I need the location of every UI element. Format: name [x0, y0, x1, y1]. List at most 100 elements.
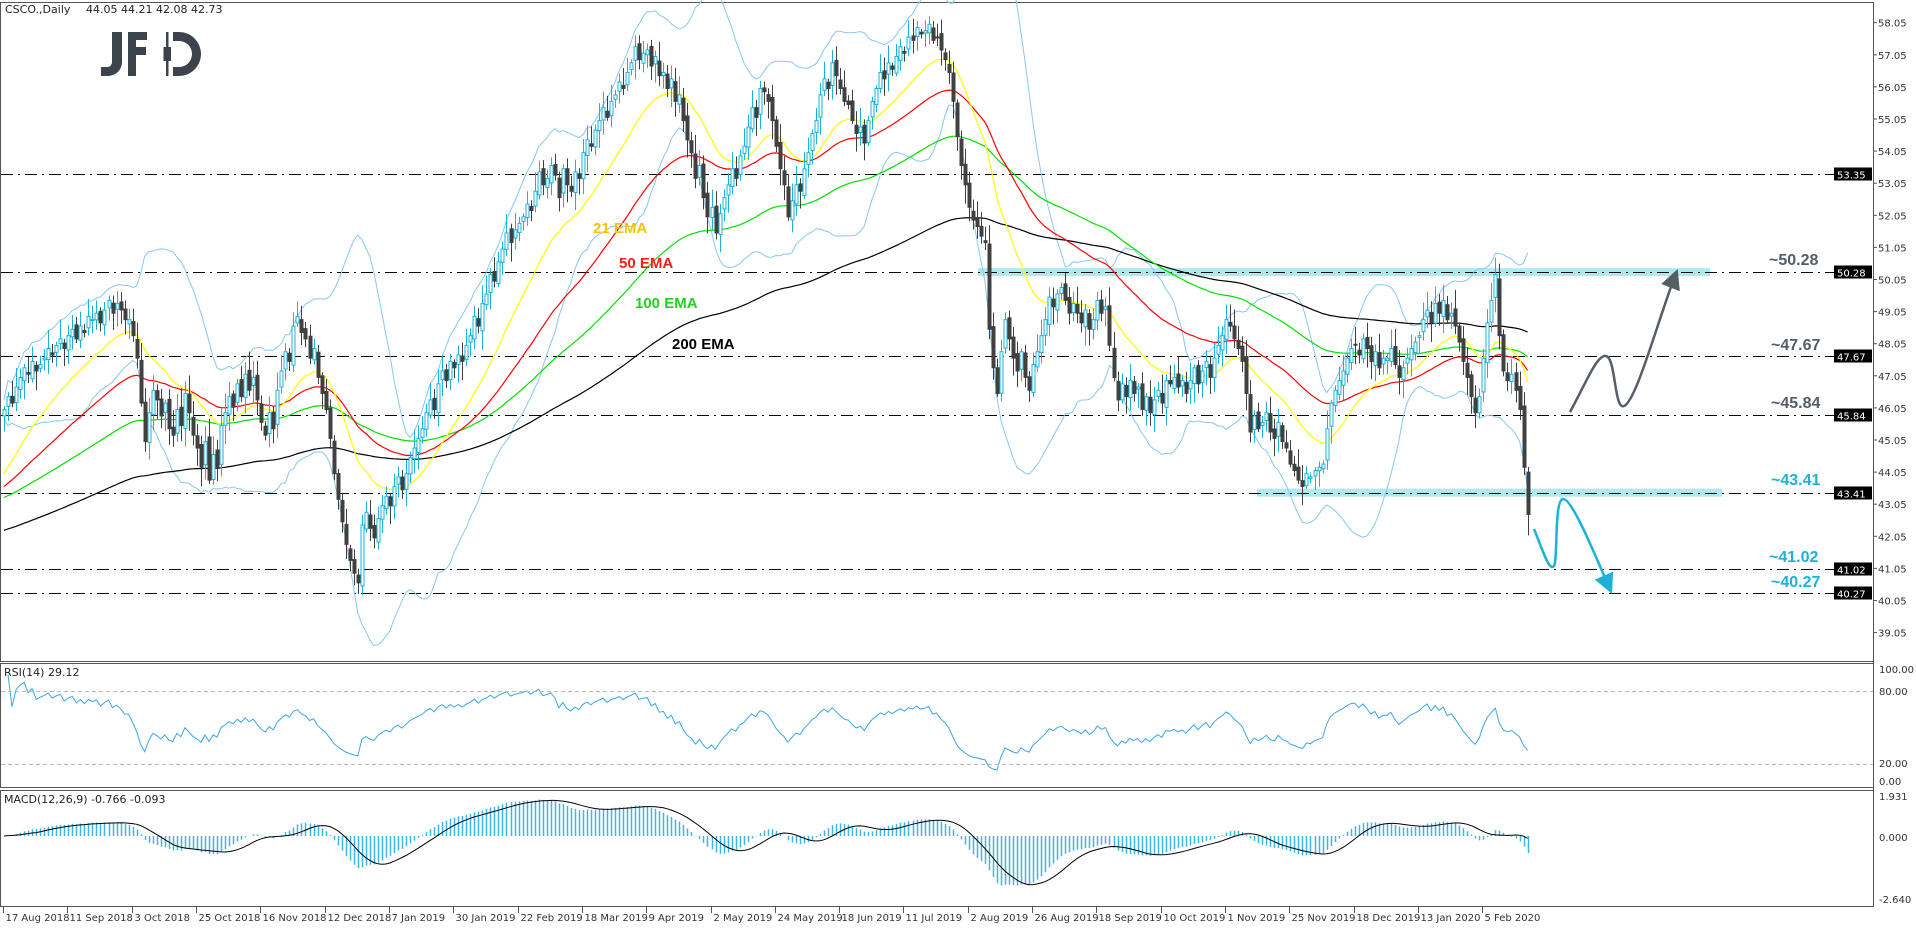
- bearish-candle: [1184, 381, 1189, 394]
- bullish-candle: [1216, 344, 1221, 355]
- bearish-candle: [943, 52, 948, 61]
- bullish-candle: [1180, 380, 1185, 387]
- bullish-candle: [1341, 370, 1346, 386]
- bearish-candle: [187, 393, 192, 414]
- bullish-candle: [1433, 303, 1438, 324]
- level-label-40-27: ~40.27: [1771, 574, 1820, 591]
- bearish-candle: [135, 338, 140, 359]
- bearish-candle: [1300, 480, 1305, 488]
- bearish-candle: [959, 138, 964, 167]
- bullish-candle: [1204, 360, 1209, 368]
- bullish-candle: [814, 120, 819, 133]
- bullish-candle: [758, 88, 763, 115]
- bullish-candle: [1349, 348, 1354, 364]
- bullish-candle: [151, 389, 156, 415]
- y-tick-label: 48.05: [1878, 340, 1907, 351]
- highlight-zones: [978, 268, 1722, 497]
- bullish-candle: [1337, 380, 1342, 395]
- bullish-candle: [227, 396, 232, 415]
- y-tick-label: 57.05: [1878, 51, 1907, 62]
- bearish-candle: [247, 369, 252, 391]
- level-tag: [1834, 408, 1872, 422]
- bearish-candle: [303, 328, 308, 340]
- bullish-candle: [1120, 383, 1125, 401]
- y-tick-label: 50.05: [1878, 276, 1907, 287]
- bearish-candle: [569, 185, 574, 192]
- bullish-candle: [1047, 296, 1052, 325]
- bearish-candle: [332, 440, 337, 475]
- level-tag-text: 40.27: [1837, 590, 1866, 601]
- bullish-candle: [1152, 399, 1157, 416]
- bearish-candle: [308, 335, 313, 359]
- bearish-candle: [1236, 339, 1241, 350]
- y-tick-label: 58.05: [1878, 19, 1907, 30]
- bearish-candle: [565, 168, 570, 186]
- x-tick-label: 12 Dec 2018: [328, 913, 392, 924]
- bullish-candle: [1031, 364, 1036, 394]
- bullish-candle: [1449, 312, 1454, 317]
- bullish-candle: [1128, 380, 1133, 398]
- y-tick-label: 53.05: [1878, 179, 1907, 190]
- bearish-candle: [328, 407, 333, 439]
- bearish-candle: [1079, 312, 1084, 324]
- ema50-label: 50 EMA: [619, 255, 673, 272]
- bearish-candle: [372, 525, 377, 539]
- bearish-candle: [1067, 296, 1072, 314]
- bullish-candle: [794, 184, 799, 205]
- bullish-candle: [669, 78, 674, 89]
- bullish-candle: [392, 486, 397, 507]
- bearish-candle: [215, 449, 220, 468]
- bearish-candle: [955, 102, 960, 138]
- bearish-candle: [798, 183, 803, 192]
- bullish-scenario-arrow: [1568, 269, 1680, 413]
- bearish-candle: [778, 142, 783, 170]
- bearish-candle: [673, 81, 678, 102]
- bullish-candle: [364, 511, 369, 530]
- macd-indicator: [3, 799, 1530, 886]
- bearish-candle: [62, 342, 67, 350]
- bullish-candle: [440, 370, 445, 381]
- bearish-candle: [1526, 471, 1531, 515]
- bullish-candle: [1172, 376, 1177, 389]
- bearish-candle: [971, 210, 976, 221]
- bearish-candle: [1497, 278, 1502, 337]
- x-tick-label: 25 Oct 2018: [199, 913, 261, 924]
- bullish-candle: [645, 49, 650, 56]
- bullish-candle: [613, 94, 618, 100]
- bullish-candle: [1071, 303, 1076, 314]
- bearish-candle: [1501, 334, 1506, 372]
- y-tick-label: 52.05: [1878, 211, 1907, 222]
- bullish-candle: [886, 62, 891, 75]
- main-panel: [0, 2, 1874, 662]
- bearish-candle: [1284, 442, 1289, 449]
- bullish-candle: [1317, 466, 1322, 472]
- bullish-candle: [94, 312, 99, 321]
- bullish-candle: [1509, 373, 1514, 383]
- rsi-tick-100: 100.00: [1879, 665, 1914, 676]
- bullish-candle: [211, 453, 216, 481]
- bearish-candle: [838, 79, 843, 90]
- bullish-candle: [1091, 319, 1096, 330]
- bearish-candle: [255, 374, 260, 401]
- bearish-candle: [368, 514, 373, 529]
- bullish-candle: [448, 360, 453, 381]
- bullish-candle: [874, 88, 879, 106]
- bearish-candle: [263, 425, 268, 436]
- x-tick-label: 11 Sep 2018: [70, 913, 133, 924]
- bearish-candle: [1505, 372, 1510, 382]
- x-tick-label: 18 Dec 2019: [1357, 913, 1421, 924]
- bullish-candle: [464, 344, 469, 360]
- bullish-candle: [1003, 319, 1008, 349]
- bearish-candle: [1148, 396, 1153, 414]
- bullish-candle: [70, 328, 75, 338]
- bullish-candle: [1224, 319, 1229, 340]
- bearish-candle: [754, 107, 759, 118]
- bearish-candle: [400, 476, 405, 491]
- bearish-candle: [589, 143, 594, 147]
- bearish-candle: [774, 119, 779, 147]
- bearish-candle: [1176, 373, 1181, 388]
- y-tick-label: 39.05: [1878, 629, 1907, 640]
- bullish-candle: [380, 505, 385, 520]
- bullish-candle: [412, 447, 417, 460]
